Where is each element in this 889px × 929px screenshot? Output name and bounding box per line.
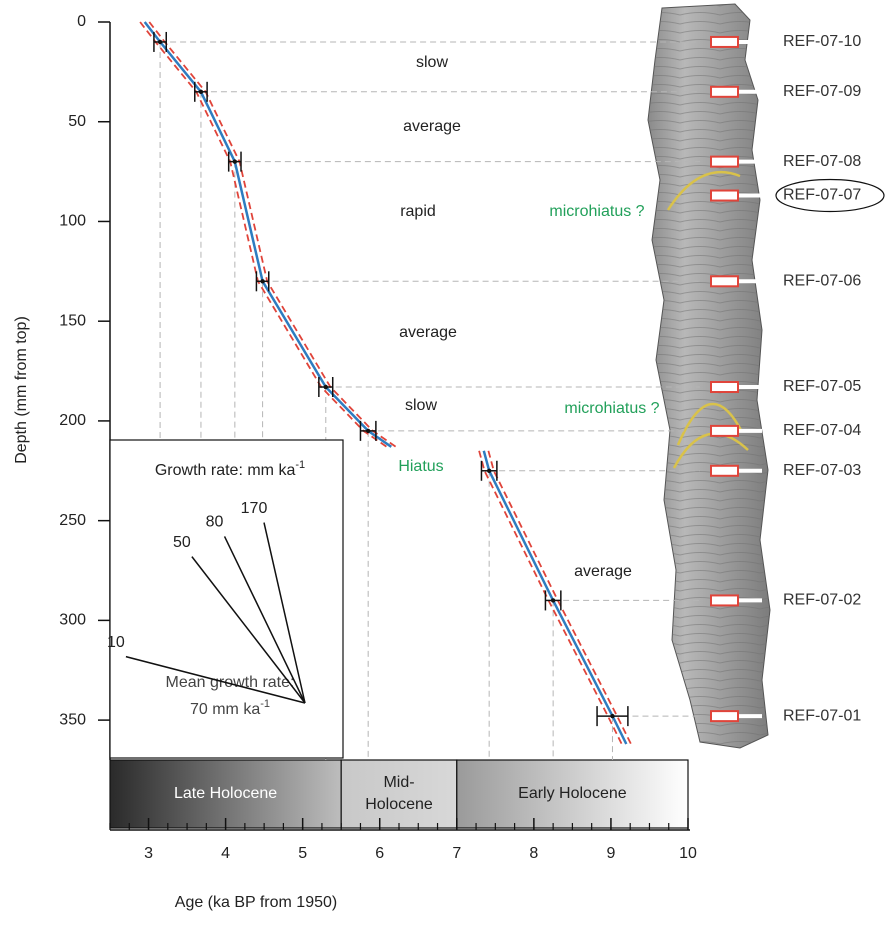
growth-rate-line xyxy=(223,536,306,704)
sample-marker xyxy=(710,464,739,477)
growth-rate-line xyxy=(125,655,306,704)
annotation: Hiatus xyxy=(398,458,443,475)
period-band xyxy=(109,759,342,829)
x-tick-label: 6 xyxy=(375,845,384,862)
sample-marker xyxy=(710,381,739,394)
growth-rate-line xyxy=(191,556,306,704)
sample-marker xyxy=(710,35,739,48)
x-axis-title: Age (ka BP from 1950) xyxy=(175,894,337,911)
annotation: average xyxy=(403,118,461,135)
point xyxy=(323,384,328,390)
point xyxy=(610,713,615,719)
growth-rate-label: 50 xyxy=(173,534,191,551)
sample-marker xyxy=(710,85,739,98)
annotation: slow xyxy=(416,54,448,71)
period-band xyxy=(456,759,689,829)
sample-marker xyxy=(710,594,739,607)
annotation: rapid xyxy=(400,203,436,220)
sample-highlight xyxy=(775,178,885,213)
annotation: average xyxy=(574,563,632,580)
sample-marker xyxy=(710,275,739,288)
x-tick-label: 10 xyxy=(679,845,697,862)
y-tick-label: 200 xyxy=(59,412,86,429)
y-tick-label: 0 xyxy=(77,13,86,30)
inset-mean-exp: -1 xyxy=(260,698,270,710)
point xyxy=(198,89,204,95)
growth-rate-label: 170 xyxy=(241,500,268,517)
plot-area: Late Holocene Mid- Holocene Early Holocene 0… xyxy=(59,13,885,862)
point xyxy=(365,428,371,434)
sample-label: REF-07-09 xyxy=(783,83,861,100)
sample-label: REF-07-07 xyxy=(783,187,861,204)
y-tick-label: 150 xyxy=(59,312,86,329)
annotation: microhiatus ? xyxy=(549,203,644,220)
point xyxy=(550,598,556,603)
y-tick-label: 100 xyxy=(59,213,86,230)
sample-label: REF-07-05 xyxy=(783,378,861,395)
growth-rate-label: 10 xyxy=(107,634,125,651)
inset-title-exp: -1 xyxy=(295,459,305,471)
x-tick-label: 8 xyxy=(529,845,538,862)
period-band xyxy=(340,759,458,829)
sample-label: REF-07-04 xyxy=(783,422,861,439)
sample-label: REF-07-10 xyxy=(783,33,861,50)
x-tick-label: 3 xyxy=(144,845,153,862)
sample-label: REF-07-08 xyxy=(783,153,861,170)
point xyxy=(232,159,238,164)
y-tick-label: 350 xyxy=(59,711,86,728)
point xyxy=(260,279,265,284)
inset-mean: 70 mm ka-1 xyxy=(190,698,270,718)
y-tick-label: 300 xyxy=(59,612,86,629)
annotation: slow xyxy=(405,397,437,414)
inset-title: Growth rate: mm ka-1 xyxy=(155,459,305,479)
y-tick-label: 250 xyxy=(59,512,86,529)
x-tick-label: 5 xyxy=(298,845,307,862)
y-tick-label: 50 xyxy=(68,113,86,130)
period-label: Early Holocene xyxy=(518,785,627,802)
y-axis-title: Depth (mm from top) xyxy=(13,316,30,464)
inset-box xyxy=(109,439,344,759)
sample-marker xyxy=(710,189,739,202)
sample-label: REF-07-01 xyxy=(783,707,861,724)
sample-label: REF-07-02 xyxy=(783,592,861,609)
sample-label: REF-07-06 xyxy=(783,273,861,290)
inset-mean-title: Mean growth rate: xyxy=(166,674,295,691)
sample-marker xyxy=(710,155,739,168)
stalagmite xyxy=(647,3,771,749)
period-label: Late Holocene xyxy=(174,785,277,802)
sample-marker xyxy=(710,710,739,723)
x-tick-label: 7 xyxy=(452,845,461,862)
period-label: Holocene xyxy=(365,796,433,813)
annotation: average xyxy=(399,324,457,341)
sample-marker xyxy=(710,424,739,437)
sample-label: REF-07-03 xyxy=(783,462,861,479)
point xyxy=(486,468,492,473)
growth-rate-label: 80 xyxy=(206,514,224,531)
point xyxy=(157,39,163,45)
period-label: Mid- xyxy=(383,774,414,791)
x-tick-label: 9 xyxy=(606,845,615,862)
annotation: microhiatus ? xyxy=(564,400,659,417)
inset-mean-text: 70 mm ka xyxy=(190,701,260,718)
inset-title-text: Growth rate: mm ka xyxy=(155,462,296,479)
growth-rate-line xyxy=(263,522,306,704)
x-tick-label: 4 xyxy=(221,845,230,862)
